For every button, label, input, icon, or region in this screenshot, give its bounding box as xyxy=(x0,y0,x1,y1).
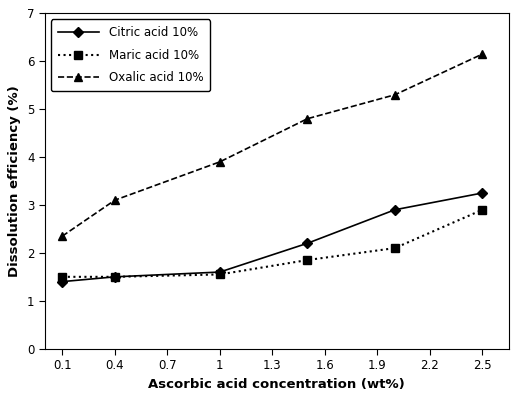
Citric acid 10% xyxy=(217,270,223,275)
Y-axis label: Dissolution efficiency (%): Dissolution efficiency (%) xyxy=(8,85,21,277)
Maric acid 10% xyxy=(59,275,66,279)
Maric acid 10% xyxy=(217,272,223,277)
Citric acid 10% xyxy=(112,275,118,279)
X-axis label: Ascorbic acid concentration (wt%): Ascorbic acid concentration (wt%) xyxy=(148,378,405,391)
Oxalic acid 10% xyxy=(112,198,118,203)
Maric acid 10% xyxy=(479,207,485,212)
Oxalic acid 10% xyxy=(59,234,66,239)
Line: Oxalic acid 10%: Oxalic acid 10% xyxy=(58,50,486,240)
Maric acid 10% xyxy=(112,275,118,279)
Oxalic acid 10% xyxy=(479,51,485,56)
Oxalic acid 10% xyxy=(392,93,398,97)
Citric acid 10% xyxy=(59,279,66,284)
Citric acid 10% xyxy=(305,241,311,246)
Legend: Citric acid 10%, Maric acid 10%, Oxalic acid 10%: Citric acid 10%, Maric acid 10%, Oxalic … xyxy=(51,19,210,91)
Line: Citric acid 10%: Citric acid 10% xyxy=(58,189,486,285)
Oxalic acid 10% xyxy=(305,117,311,121)
Maric acid 10% xyxy=(392,246,398,251)
Citric acid 10% xyxy=(392,207,398,212)
Citric acid 10% xyxy=(479,191,485,196)
Maric acid 10% xyxy=(305,258,311,263)
Line: Maric acid 10%: Maric acid 10% xyxy=(58,206,486,280)
Oxalic acid 10% xyxy=(217,160,223,164)
